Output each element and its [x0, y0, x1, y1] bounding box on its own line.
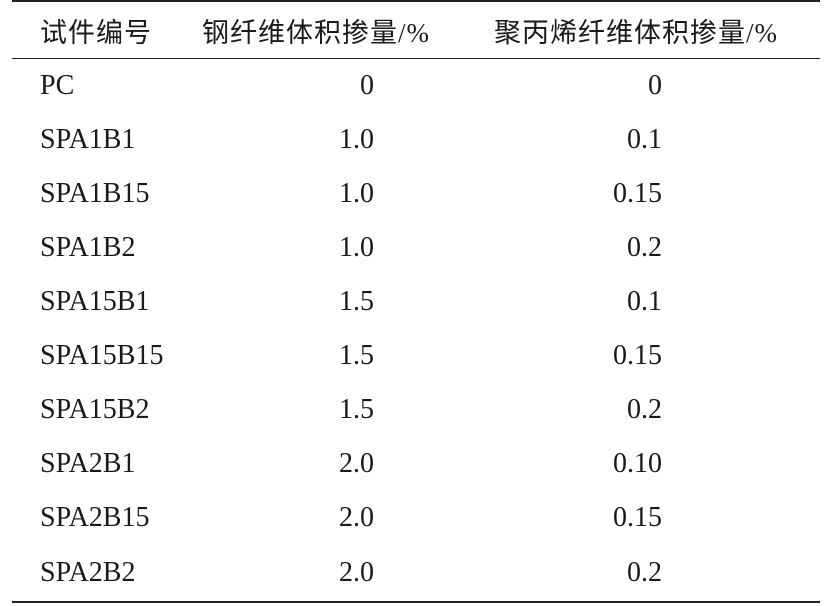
cell-steel-fiber: 0 [360, 70, 374, 101]
header-row: 试件编号 钢纤维体积掺量/% 聚丙烯纤维体积掺量/% [12, 0, 820, 59]
table-header: 试件编号 钢纤维体积掺量/% 聚丙烯纤维体积掺量/% [12, 0, 820, 59]
cell-pp-fiber: 0.10 [613, 448, 662, 479]
table-body: PC 0 0 SPA1B1 1.0 0.1 SPA1B15 1.0 0.15 S… [12, 59, 820, 603]
cell-pp-fiber: 0 [648, 70, 662, 101]
cell-pp-fiber: 0.15 [613, 178, 662, 209]
table-row: SPA15B15 1.5 0.15 [12, 329, 820, 383]
cell-specimen-id: SPA2B2 [12, 545, 202, 603]
specimen-fiber-table: 试件编号 钢纤维体积掺量/% 聚丙烯纤维体积掺量/% PC 0 0 SPA1B1… [12, 0, 820, 603]
cell-specimen-id: SPA2B15 [40, 502, 150, 533]
cell-steel-fiber: 1.5 [339, 394, 374, 425]
cell-steel-fiber: 1.0 [339, 232, 374, 263]
cell-steel-fiber: 1.0 [339, 124, 374, 155]
table-row: SPA1B2 1.0 0.2 [12, 221, 820, 275]
cell-specimen-id: SPA15B15 [40, 340, 164, 371]
cell-specimen-id: SPA1B1 [40, 124, 136, 155]
specimen-table-container: 试件编号 钢纤维体积掺量/% 聚丙烯纤维体积掺量/% PC 0 0 SPA1B1… [12, 0, 820, 603]
header-steel-fiber-content: 钢纤维体积掺量/% [202, 0, 470, 59]
table-row: PC 0 0 [12, 59, 820, 114]
cell-pp-fiber: 0.1 [627, 286, 662, 317]
cell-steel-fiber: 1.0 [339, 178, 374, 209]
header-specimen-id: 试件编号 [12, 0, 202, 59]
cell-specimen-id: SPA15B2 [40, 394, 150, 425]
table-row: SPA1B15 1.0 0.15 [12, 167, 820, 221]
cell-specimen-id: SPA1B15 [40, 178, 150, 209]
cell-steel-fiber: 2.0 [202, 545, 470, 603]
table-row: SPA2B2 2.0 0.2 [12, 545, 820, 603]
cell-pp-fiber: 0.2 [470, 545, 820, 603]
cell-steel-fiber: 2.0 [339, 502, 374, 533]
cell-steel-fiber: 1.5 [339, 340, 374, 371]
cell-pp-fiber: 0.2 [627, 394, 662, 425]
cell-specimen-id: SPA15B1 [40, 286, 150, 317]
cell-specimen-id: SPA1B2 [40, 232, 136, 263]
table-row: SPA2B1 2.0 0.10 [12, 437, 820, 491]
table-row: SPA2B15 2.0 0.15 [12, 491, 820, 545]
cell-steel-fiber: 1.5 [339, 286, 374, 317]
cell-steel-fiber: 2.0 [339, 448, 374, 479]
cell-specimen-id: SPA2B1 [40, 448, 136, 479]
table-row: SPA15B1 1.5 0.1 [12, 275, 820, 329]
cell-specimen-id: PC [40, 70, 75, 101]
table-row: SPA1B1 1.0 0.1 [12, 113, 820, 167]
header-polypropylene-fiber-content: 聚丙烯纤维体积掺量/% [470, 0, 820, 59]
table-row: SPA15B2 1.5 0.2 [12, 383, 820, 437]
cell-pp-fiber: 0.1 [627, 124, 662, 155]
cell-pp-fiber: 0.2 [627, 232, 662, 263]
cell-pp-fiber: 0.15 [613, 340, 662, 371]
cell-pp-fiber: 0.15 [613, 502, 662, 533]
